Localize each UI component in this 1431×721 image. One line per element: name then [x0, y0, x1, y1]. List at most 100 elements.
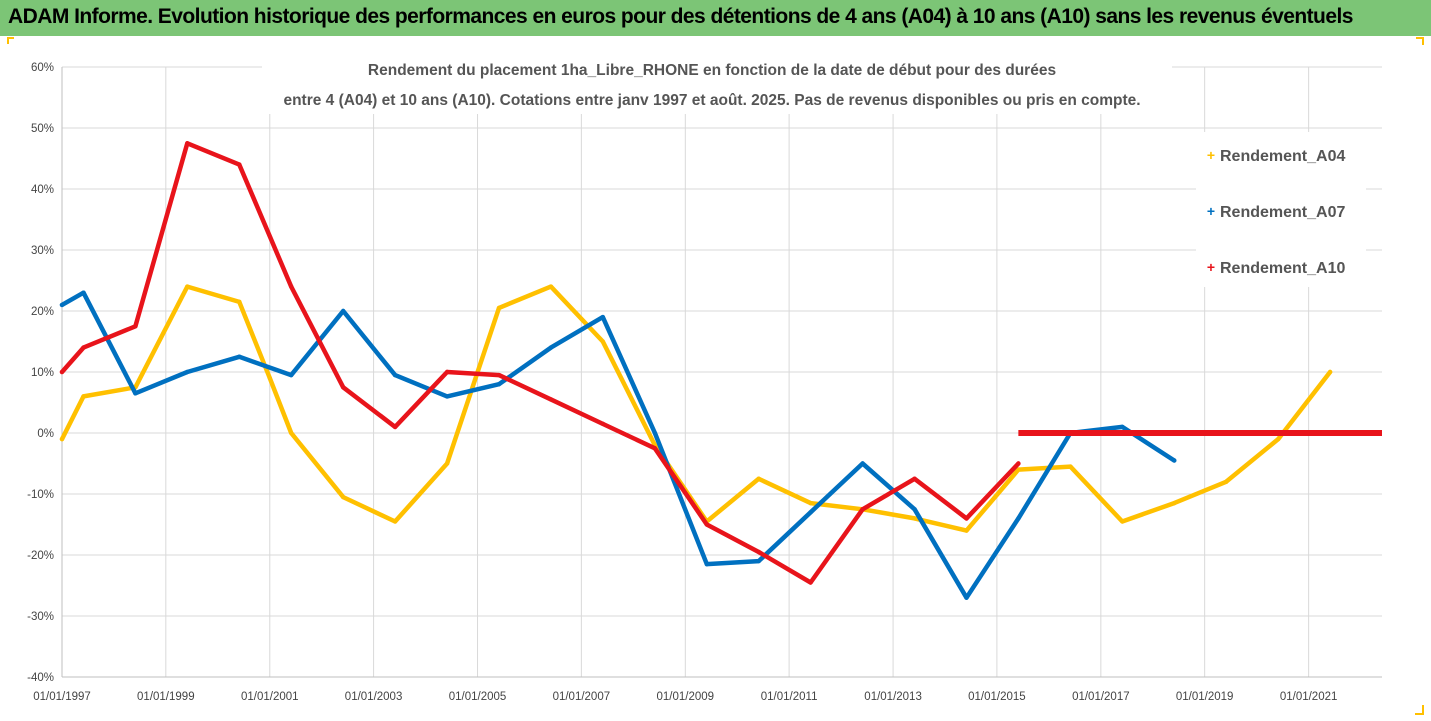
data-point	[652, 446, 658, 451]
legend-marker: +	[1207, 259, 1215, 275]
data-point	[185, 141, 190, 146]
y-tick-label: 30%	[31, 245, 54, 257]
data-point	[548, 397, 554, 402]
x-tick-label: 01/01/2009	[657, 691, 715, 703]
data-point	[496, 372, 502, 378]
data-point	[81, 345, 86, 350]
x-tick-label: 01/01/1997	[33, 691, 91, 703]
data-point	[496, 305, 502, 311]
x-tick-label: 01/01/2015	[968, 691, 1026, 703]
y-tick-label: 60%	[31, 62, 54, 74]
corner-decoration-tr	[1416, 37, 1424, 45]
x-tick-label: 01/01/2007	[553, 691, 611, 703]
data-point	[237, 162, 242, 167]
corner-decoration-br	[1415, 705, 1424, 715]
data-point	[444, 369, 450, 375]
data-point	[133, 324, 138, 329]
data-point	[1068, 464, 1073, 469]
legend-label: Rendement_A07	[1220, 204, 1345, 221]
x-tick-label: 01/01/2013	[864, 691, 922, 703]
series-rendement-a10	[59, 141, 1382, 585]
data-point	[912, 507, 917, 512]
legend-label: Rendement_A04	[1220, 148, 1345, 165]
data-point	[1172, 458, 1177, 463]
data-point	[133, 391, 138, 396]
data-point	[185, 284, 190, 289]
data-point	[808, 580, 813, 585]
data-point	[81, 394, 86, 399]
data-point	[392, 519, 398, 524]
data-point	[59, 302, 65, 308]
y-tick-label: 40%	[31, 184, 54, 196]
data-point	[808, 500, 813, 506]
y-tick-label: -40%	[27, 672, 54, 684]
chart-title-line-2: entre 4 (A04) et 10 ans (A10). Cotations…	[283, 92, 1140, 109]
data-point	[340, 308, 346, 314]
data-point	[1275, 436, 1281, 442]
data-point	[237, 354, 242, 359]
legend-label: Rendement_A10	[1220, 260, 1345, 277]
gridlines	[61, 66, 1382, 678]
y-tick-label: 20%	[31, 306, 54, 318]
data-point	[1120, 519, 1125, 524]
data-point	[1172, 500, 1177, 506]
x-tick-label: 01/01/2011	[761, 691, 818, 703]
chart-title-line-1: Rendement du placement 1ha_Libre_RHONE e…	[368, 62, 1056, 79]
data-point	[340, 494, 346, 500]
data-point	[59, 369, 65, 375]
x-tick-label: 01/01/2005	[449, 691, 507, 703]
x-tick-label: 01/01/2021	[1280, 691, 1338, 703]
data-point	[81, 290, 86, 295]
data-point	[912, 476, 917, 481]
data-point	[964, 516, 969, 521]
series-line	[59, 141, 1021, 585]
data-point	[1016, 467, 1021, 472]
data-point	[289, 430, 294, 436]
y-tick-label: 10%	[31, 367, 54, 379]
y-tick-label: -10%	[27, 489, 54, 501]
legend: + Rendement_A04 + Rendement_A07 + Rendement_A…	[1196, 132, 1366, 287]
axes: -40% -30% -20% -10% 0% 10% 20% 30% 40% 50% 60% 01/0…	[27, 62, 1382, 703]
data-point	[548, 345, 554, 350]
series-rendement-a07	[59, 290, 1177, 600]
data-point	[600, 314, 606, 320]
data-point	[756, 476, 761, 481]
data-point	[964, 528, 969, 533]
data-point	[185, 369, 190, 375]
header-banner: ADAM Informe. Evolution historique des p…	[0, 0, 1431, 36]
data-point	[444, 394, 450, 399]
series-lines	[59, 141, 1382, 600]
data-point	[1327, 369, 1333, 375]
y-tick-label: -30%	[27, 611, 54, 623]
y-tick-label: 50%	[31, 123, 54, 135]
series-rendement-a04	[59, 284, 1333, 533]
page-title: ADAM Informe. Evolution historique des p…	[8, 5, 1353, 28]
data-point	[912, 516, 917, 521]
data-point	[600, 339, 606, 344]
x-tick-label: 01/01/2001	[241, 691, 299, 703]
data-point	[548, 284, 554, 289]
x-tick-label: 01/01/1999	[137, 691, 195, 703]
data-point	[652, 430, 658, 436]
data-point	[289, 284, 294, 289]
data-point	[496, 382, 502, 387]
data-point	[704, 522, 709, 527]
data-point	[59, 436, 65, 442]
legend-box	[1196, 132, 1366, 287]
data-point	[444, 461, 450, 466]
data-point	[704, 561, 709, 567]
data-point	[1120, 424, 1125, 430]
data-point	[860, 507, 865, 512]
data-point	[392, 424, 398, 430]
data-point	[600, 421, 606, 427]
legend-marker: +	[1207, 147, 1215, 163]
x-tick-label: 01/01/2017	[1072, 691, 1130, 703]
data-point	[237, 299, 242, 305]
data-point	[756, 549, 761, 555]
data-point	[964, 595, 969, 600]
data-point	[267, 375, 272, 381]
title-background	[262, 52, 1172, 114]
data-point	[1223, 479, 1229, 484]
corner-decoration-tl	[7, 37, 14, 44]
